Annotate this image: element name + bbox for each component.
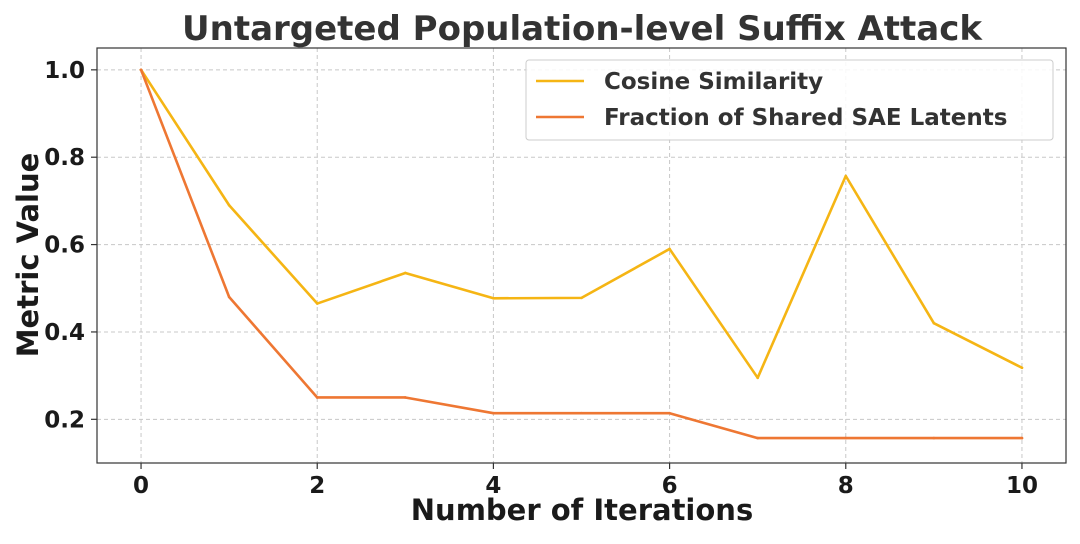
series-layer — [139, 68, 1024, 440]
data-point-fraction-shared-sae-latents — [139, 68, 143, 72]
data-point-fraction-shared-sae-latents — [932, 436, 936, 440]
x-tick-label: 4 — [485, 473, 501, 499]
x-tick-label: 0 — [133, 473, 149, 499]
legend-box — [525, 59, 1054, 141]
plot-frame — [96, 47, 1067, 464]
data-point-cosine-similarity — [492, 297, 495, 300]
x-tick-label: 6 — [662, 473, 678, 499]
data-point-cosine-similarity — [315, 302, 319, 305]
data-point-fraction-shared-sae-latents — [668, 411, 671, 415]
data-point-cosine-similarity — [668, 247, 671, 251]
data-point-fraction-shared-sae-latents — [844, 436, 848, 440]
data-point-fraction-shared-sae-latents — [227, 295, 231, 299]
data-point-cosine-similarity — [580, 296, 583, 300]
y-tick-label: 0.2 — [44, 407, 85, 433]
y-tick-label: 0.6 — [44, 233, 85, 259]
x-tick-label: 10 — [1006, 473, 1038, 499]
data-point-cosine-similarity — [1020, 366, 1024, 370]
x-tick-label: 2 — [309, 473, 325, 499]
y-axis-label: Metric Value — [11, 153, 45, 358]
data-point-fraction-shared-sae-latents — [492, 411, 495, 415]
data-point-fraction-shared-sae-latents — [756, 436, 759, 440]
data-point-cosine-similarity — [404, 271, 407, 275]
y-tick-label: 1.0 — [44, 58, 85, 84]
x-axis-label: Number of Iterations — [411, 493, 753, 527]
data-point-cosine-similarity — [756, 376, 759, 380]
legend-label-cosine-similarity: Cosine Similarity — [604, 69, 823, 95]
data-point-fraction-shared-sae-latents — [1020, 436, 1024, 440]
y-tick-label: 0.8 — [44, 145, 85, 171]
data-point-cosine-similarity — [227, 203, 231, 207]
data-point-cosine-similarity — [932, 321, 936, 325]
data-point-fraction-shared-sae-latents — [404, 396, 407, 399]
legend: Cosine Similarity Fraction of Shared SAE… — [525, 59, 1054, 141]
data-point-fraction-shared-sae-latents — [580, 411, 583, 415]
legend-label-fraction-shared-sae-latents: Fraction of Shared SAE Latents — [604, 105, 1007, 131]
data-point-fraction-shared-sae-latents — [315, 396, 319, 399]
y-tick-label: 0.4 — [44, 320, 85, 346]
data-point-cosine-similarity — [844, 174, 848, 178]
tick-layer: 0 2 4 6 8 10 0.2 0.4 0.6 0.8 1.0 — [44, 58, 1038, 499]
chart-title: Untargeted Population-level Suffix Attac… — [182, 9, 983, 49]
x-tick-label: 8 — [838, 473, 854, 499]
